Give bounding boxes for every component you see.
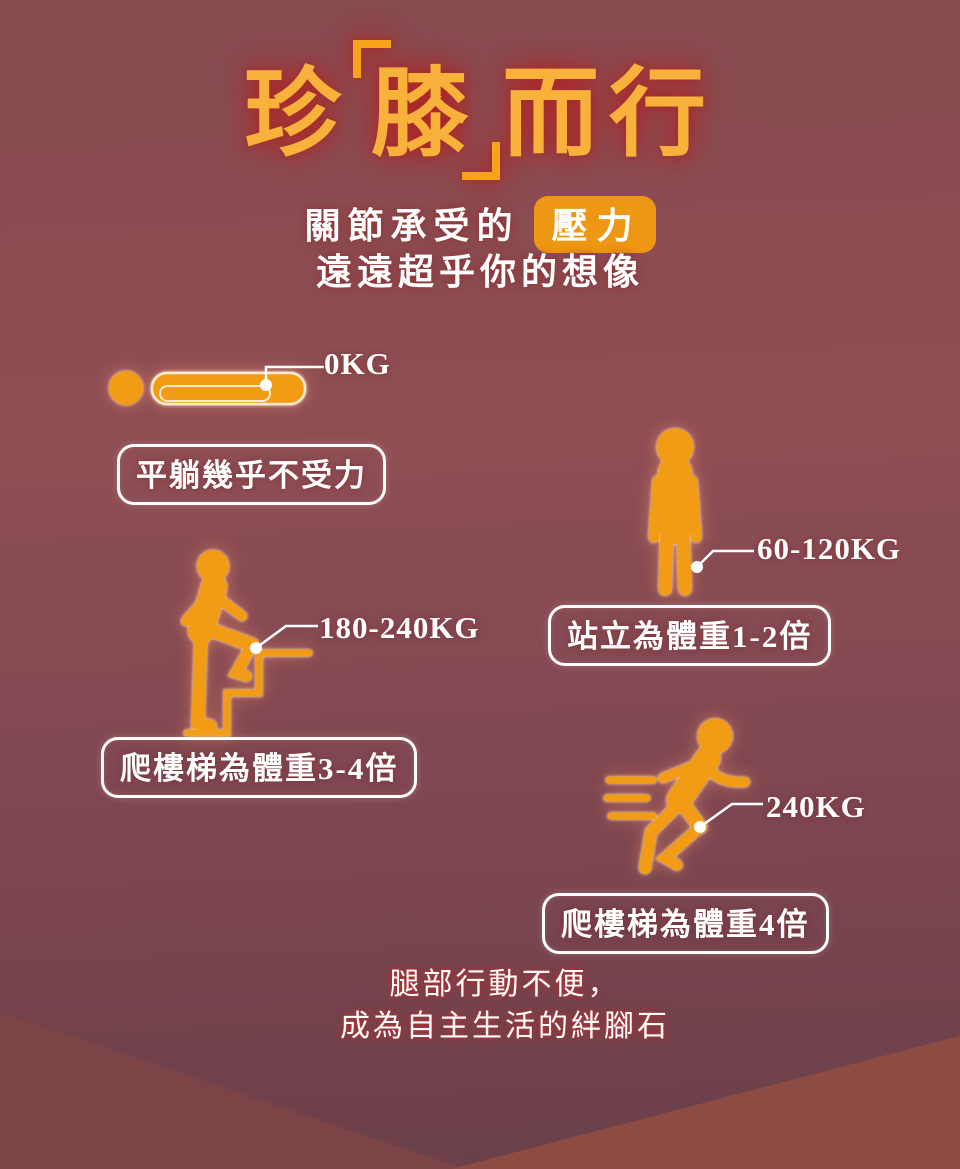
lying-caption-box: 平躺幾乎不受力 (117, 444, 386, 505)
running-person-icon (603, 718, 750, 874)
knee-marker-dot (260, 379, 272, 391)
title-bracketed-word: 膝 (353, 40, 500, 181)
knee-marker-dot (694, 821, 706, 833)
standing-weight-label: 60-120KG (757, 531, 902, 566)
lying-weight-label: 0KG (324, 346, 391, 381)
standing-person-icon (648, 428, 702, 596)
corner-bracket-open-icon (353, 40, 391, 78)
subtitle-line-1: 關節承受的 壓力 (0, 196, 960, 253)
stairs-knee-callout (250, 624, 318, 654)
stairs-caption-box: 爬樓梯為體重3-4倍 (101, 737, 418, 798)
knee-marker-dot (250, 642, 262, 654)
page-title: 珍膝而行 (0, 40, 960, 181)
corner-bracket-close-icon (462, 142, 500, 181)
standing-knee-callout (691, 549, 754, 573)
title-prefix: 珍 (244, 61, 351, 168)
knee-marker-dot (691, 561, 703, 573)
standing-caption-box: 站立為體重1-2倍 (548, 605, 832, 666)
lying-knee-callout (260, 365, 324, 391)
title-suffix: 而行 (502, 61, 716, 168)
footer-line-1: 腿部行動不便， (389, 968, 621, 1001)
subtitle-line-2: 遠遠超乎你的想像 (315, 252, 644, 292)
pressure-highlight-badge: 壓力 (533, 196, 656, 253)
running-caption-box: 爬樓梯為體重4倍 (542, 893, 829, 954)
footer-message: 腿部行動不便， 成為自主生活的絆腳石 (45, 964, 960, 1048)
running-weight-label: 240KG (766, 789, 866, 824)
running-knee-callout (694, 802, 763, 833)
speed-lines-icon (603, 776, 657, 820)
stairs-weight-label: 180-240KG (319, 610, 480, 645)
footer-line-2: 成為自主生活的絆腳石 (340, 1010, 670, 1043)
stairs-icon (183, 649, 313, 737)
stair-climbing-person-icon (181, 550, 313, 737)
